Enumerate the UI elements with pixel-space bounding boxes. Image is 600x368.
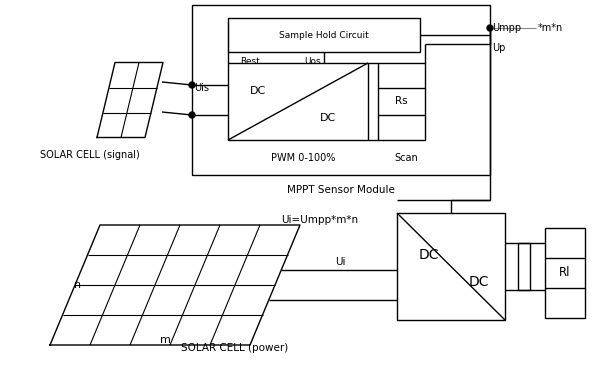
Text: n: n	[74, 280, 82, 290]
Bar	[518, 243, 530, 290]
Text: m: m	[160, 335, 170, 345]
Text: Uis: Uis	[194, 83, 209, 93]
Text: Sample Hold Circuit: Sample Hold Circuit	[279, 31, 369, 39]
Text: SOLAR CELL (power): SOLAR CELL (power)	[181, 343, 289, 353]
Text: Scan: Scan	[395, 153, 418, 163]
Circle shape	[189, 82, 195, 88]
Bar	[378, 63, 425, 140]
Text: DC: DC	[320, 113, 336, 123]
Bar	[397, 213, 505, 320]
Text: DC: DC	[469, 275, 489, 289]
Text: MPPT Sensor Module: MPPT Sensor Module	[287, 185, 395, 195]
Bar	[228, 63, 368, 140]
Text: Rest: Rest	[240, 57, 260, 67]
Text: Ui=Umpp*m*n: Ui=Umpp*m*n	[281, 215, 359, 225]
Circle shape	[189, 112, 195, 118]
Text: DC: DC	[419, 248, 439, 262]
Bar	[228, 18, 420, 52]
Text: *m*n: *m*n	[538, 23, 563, 33]
Text: Rl: Rl	[559, 266, 571, 280]
Text: PWM 0-100%: PWM 0-100%	[271, 153, 335, 163]
Text: Uos: Uos	[305, 57, 322, 67]
Text: SOLAR CELL (signal): SOLAR CELL (signal)	[40, 150, 140, 160]
Text: DC: DC	[250, 86, 266, 96]
Bar	[545, 228, 585, 318]
Text: Ui: Ui	[335, 257, 345, 267]
Text: Up: Up	[492, 43, 505, 53]
Text: Rs: Rs	[395, 96, 408, 106]
Bar	[192, 5, 490, 175]
Text: Umpp: Umpp	[492, 23, 521, 33]
Circle shape	[487, 25, 493, 31]
